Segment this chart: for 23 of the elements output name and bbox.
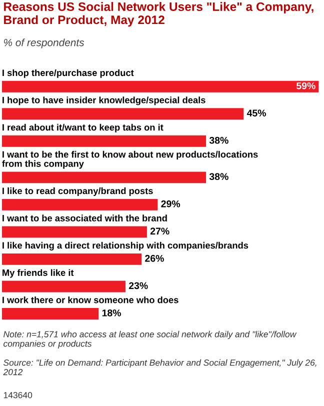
y-tick-label: I hope to have insider knowledge/special deals — [2, 96, 206, 106]
text: 143640 — [4, 392, 32, 398]
y-tick-label: I read about it/want to keep tabs on it — [2, 124, 164, 132]
data-label: 45% — [246, 110, 266, 116]
y-tick-label: I work there or know someone who does — [2, 296, 178, 304]
data-label: 18% — [102, 309, 121, 316]
data-label: 38% — [209, 173, 228, 180]
source-note: Source: "Life on Demand: Participant Behavior and Social Engagement," July 26, 2012 — [3, 359, 316, 376]
y-tick-label: I want to be associated with the brand — [2, 214, 167, 222]
text: Note: n=1,571 who access at least one social network daily and "like"/follow companies or products — [4, 330, 297, 348]
y-tick-label: I shop there/purchase product — [2, 69, 134, 78]
y-tick-label: I want to be the first to know about new products/locations from this company — [2, 150, 258, 169]
chart-subtitle: % of respondents — [4, 38, 84, 48]
data-label: 26% — [145, 254, 164, 262]
y-tick-label: My friends like it — [2, 269, 74, 278]
data-label: 38% — [209, 136, 228, 144]
data-label: 59% — [296, 82, 316, 90]
data-label: 27% — [150, 228, 170, 235]
chart-title: Reasons US Social Network Users "Like" a Company, Brand or Product, May 2012 — [4, 2, 314, 27]
y-tick-label: I like having a direct relationship with companies/brands — [2, 242, 248, 250]
y-tick-label: I like to read company/brand posts — [2, 187, 153, 196]
data-label: 23% — [128, 282, 148, 290]
data-label: 29% — [161, 200, 180, 208]
